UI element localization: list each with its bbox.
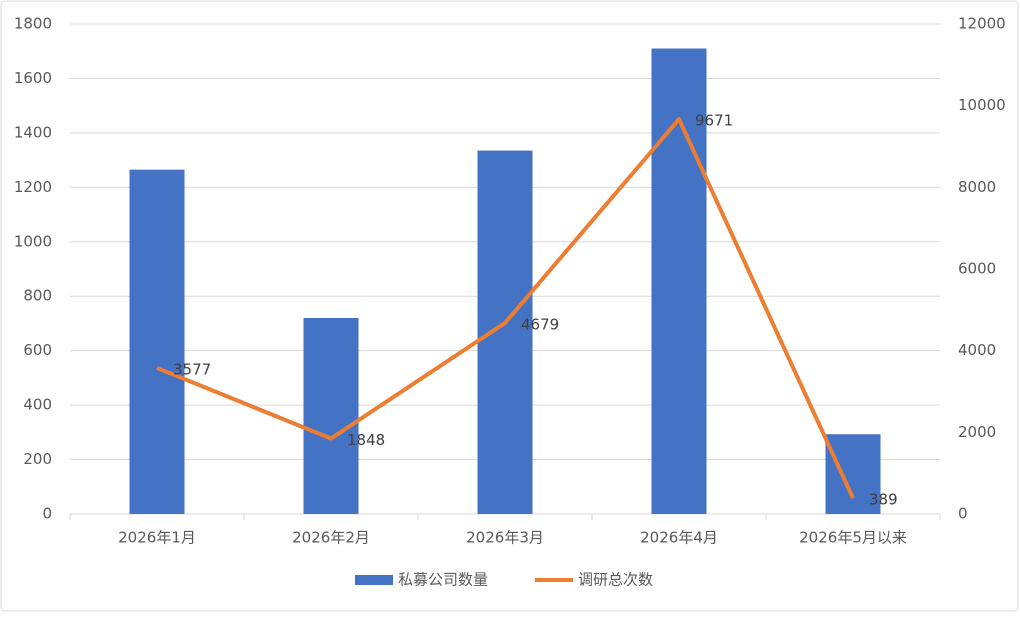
data-label: 9671 bbox=[695, 112, 733, 130]
y-tick-label: 1000 bbox=[14, 232, 52, 250]
data-label: 4679 bbox=[521, 315, 559, 333]
y-tick-label: 1200 bbox=[14, 178, 52, 196]
y2-tick-label: 0 bbox=[958, 505, 968, 523]
data-label: 389 bbox=[869, 491, 898, 509]
legend-swatch bbox=[355, 575, 393, 585]
y2-tick-label: 4000 bbox=[958, 341, 996, 359]
y-tick-label: 600 bbox=[23, 341, 52, 359]
y-tick-label: 1800 bbox=[14, 15, 52, 33]
y-tick-label: 1400 bbox=[14, 123, 52, 141]
y2-tick-label: 10000 bbox=[958, 96, 1006, 114]
x-tick-label: 2026年5月以来 bbox=[799, 529, 907, 547]
legend-label: 私募公司数量 bbox=[398, 571, 488, 589]
y-tick-label: 800 bbox=[23, 287, 52, 305]
y-tick-label: 1600 bbox=[14, 69, 52, 87]
bar bbox=[477, 150, 533, 515]
y2-tick-label: 8000 bbox=[958, 178, 996, 196]
bar bbox=[825, 434, 881, 514]
bar bbox=[303, 318, 359, 514]
x-tick-label: 2026年4月 bbox=[640, 529, 718, 547]
data-label: 1848 bbox=[347, 431, 385, 449]
line bbox=[156, 117, 855, 499]
y-tick-label: 0 bbox=[42, 505, 52, 523]
x-tick-label: 2026年3月 bbox=[466, 529, 544, 547]
y2-tick-label: 2000 bbox=[958, 423, 996, 441]
bar bbox=[651, 48, 707, 514]
y-tick-label: 200 bbox=[23, 450, 52, 468]
bar bbox=[129, 169, 185, 514]
data-label: 3577 bbox=[173, 360, 211, 378]
y2-tick-label: 12000 bbox=[958, 15, 1006, 33]
y-tick-label: 400 bbox=[23, 396, 52, 414]
legend-label: 调研总次数 bbox=[578, 571, 653, 589]
y2-tick-label: 6000 bbox=[958, 260, 996, 278]
x-tick-label: 2026年1月 bbox=[118, 529, 196, 547]
x-tick-label: 2026年2月 bbox=[292, 529, 370, 547]
